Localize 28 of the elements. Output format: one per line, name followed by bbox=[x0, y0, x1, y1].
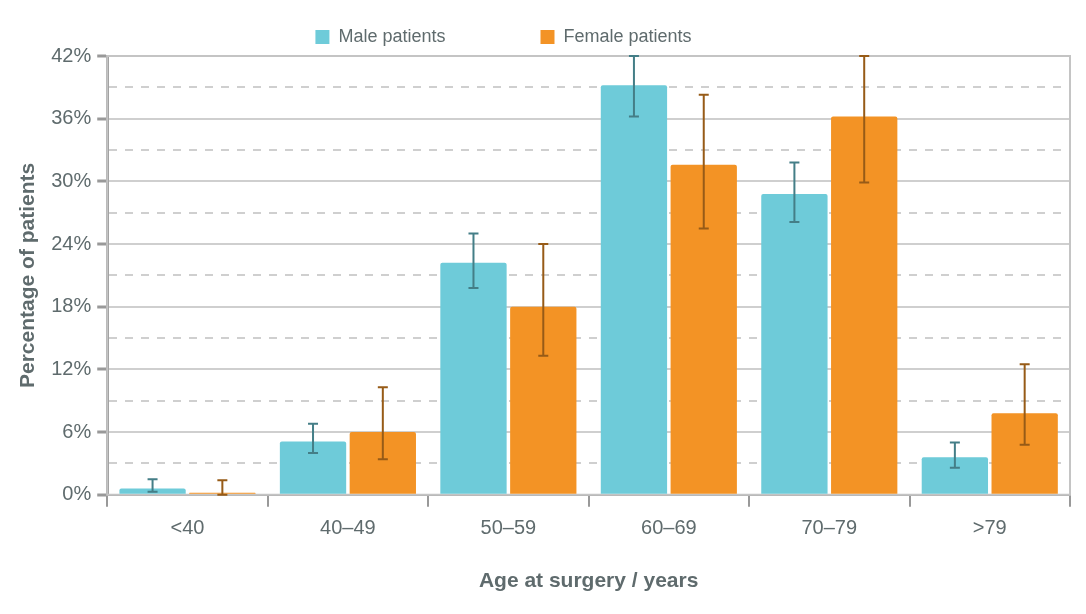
x-tick-label: 60–69 bbox=[641, 516, 697, 539]
x-tick-label: >79 bbox=[972, 516, 1007, 539]
bar bbox=[510, 306, 577, 494]
y-tick-label: 24% bbox=[51, 231, 92, 254]
legend-label: Male patients bbox=[338, 25, 521, 46]
y-axis-title: Percentage of patients bbox=[15, 162, 39, 389]
y-tick-label: 0% bbox=[62, 482, 92, 505]
bar bbox=[670, 164, 737, 494]
x-axis-title: Age at surgery / years bbox=[478, 568, 699, 592]
x-tick-label: 40–49 bbox=[320, 516, 376, 539]
y-tick-label: 18% bbox=[51, 294, 92, 317]
y-tick-label: 30% bbox=[51, 168, 92, 191]
bar bbox=[279, 441, 347, 494]
y-tick-label: 6% bbox=[62, 419, 92, 442]
x-tick-label: 50–59 bbox=[480, 516, 537, 539]
x-tick-label: 70–79 bbox=[801, 516, 858, 539]
y-tick-label: 36% bbox=[51, 106, 92, 129]
bar bbox=[349, 432, 416, 494]
bar bbox=[761, 193, 828, 494]
y-tick-label: 12% bbox=[51, 356, 92, 379]
y-tick-label: 42% bbox=[51, 43, 92, 66]
bar bbox=[921, 457, 989, 494]
x-tick-label: <40 bbox=[170, 516, 205, 539]
legend-label: Female patients bbox=[563, 25, 767, 46]
bar bbox=[831, 116, 898, 494]
bar bbox=[600, 85, 668, 494]
bar bbox=[440, 262, 507, 494]
bar bbox=[991, 413, 1058, 494]
